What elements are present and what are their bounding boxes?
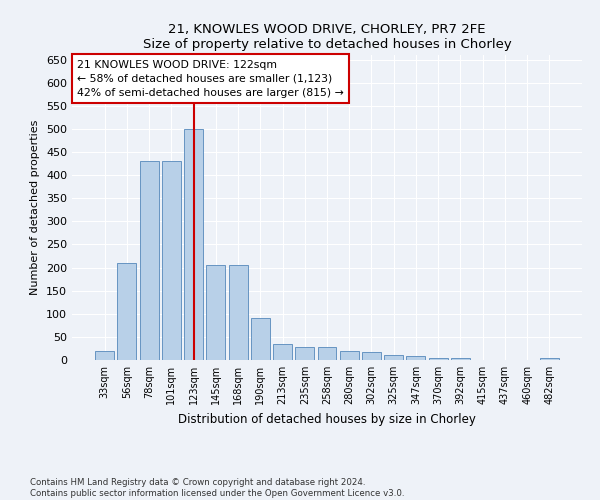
Bar xyxy=(118,263,136,360)
Bar xyxy=(140,162,158,360)
Bar xyxy=(184,129,203,360)
Y-axis label: Number of detached properties: Number of detached properties xyxy=(31,120,40,295)
Title: 21, KNOWLES WOOD DRIVE, CHORLEY, PR7 2FE
Size of property relative to detached h: 21, KNOWLES WOOD DRIVE, CHORLEY, PR7 2FE… xyxy=(143,23,511,51)
Bar xyxy=(95,351,114,360)
Bar xyxy=(451,358,470,360)
Text: 21 KNOWLES WOOD DRIVE: 122sqm
← 58% of detached houses are smaller (1,123)
42% o: 21 KNOWLES WOOD DRIVE: 122sqm ← 58% of d… xyxy=(77,60,344,98)
Bar xyxy=(206,266,225,360)
Bar xyxy=(429,358,448,360)
Bar xyxy=(295,347,314,360)
Bar xyxy=(406,356,425,360)
X-axis label: Distribution of detached houses by size in Chorley: Distribution of detached houses by size … xyxy=(178,412,476,426)
Bar xyxy=(273,344,292,360)
Bar xyxy=(317,347,337,360)
Bar xyxy=(384,356,403,360)
Bar xyxy=(340,351,359,360)
Bar xyxy=(229,266,248,360)
Text: Contains HM Land Registry data © Crown copyright and database right 2024.
Contai: Contains HM Land Registry data © Crown c… xyxy=(30,478,404,498)
Bar xyxy=(540,358,559,360)
Bar xyxy=(362,352,381,360)
Bar xyxy=(251,318,270,360)
Bar xyxy=(162,162,181,360)
